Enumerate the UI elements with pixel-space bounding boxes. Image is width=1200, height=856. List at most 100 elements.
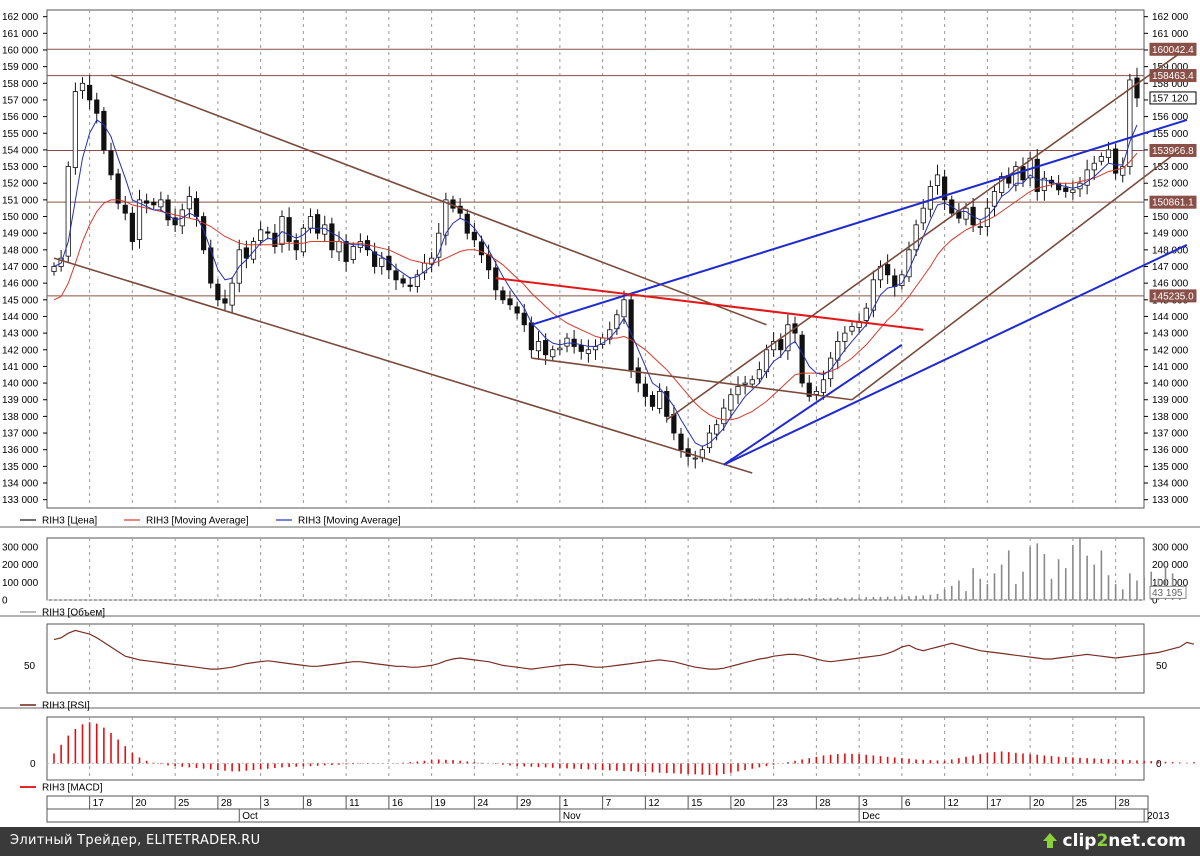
- price-y-tick-label-right: 136 000: [1152, 445, 1189, 456]
- candle-body: [1063, 187, 1069, 192]
- legend-label: RIH3 [Moving Average]: [146, 516, 249, 527]
- x-axis-month-label: 2013: [1147, 811, 1170, 822]
- level-label: 150861.1: [1152, 198, 1194, 209]
- candle-body: [201, 216, 207, 251]
- candle-body: [464, 213, 470, 234]
- price-y-tick-label-left: 137 000: [2, 429, 39, 440]
- candle-body: [400, 278, 406, 284]
- price-y-tick-label-left: 157 000: [2, 95, 39, 106]
- candle-body: [828, 357, 834, 380]
- level-label-box: [1149, 195, 1197, 209]
- candle-body: [1098, 156, 1104, 162]
- legend-label: RIH3 [Цена]: [42, 516, 97, 527]
- price-y-tick-label-right: 142 000: [1152, 345, 1189, 356]
- candle-body: [742, 382, 748, 385]
- price-y-tick-label-left: 151 000: [2, 195, 39, 206]
- price-y-tick-label-left: 159 000: [2, 62, 39, 73]
- x-axis-day-label: 7: [606, 798, 612, 809]
- volume-y-tick-label-left: 200 000: [2, 560, 39, 571]
- candle-body: [535, 341, 542, 352]
- level-label-box: [1149, 69, 1197, 83]
- candle-body: [1113, 148, 1119, 174]
- candle-body: [942, 176, 948, 201]
- candle-body: [1041, 177, 1047, 191]
- candle-body: [927, 186, 933, 210]
- price-y-tick-label-left: 154 000: [2, 145, 39, 156]
- candle-body: [151, 201, 157, 206]
- price-y-tick-label-right: 143 000: [1152, 329, 1189, 340]
- candle-body: [778, 339, 784, 351]
- candle-body: [307, 216, 314, 229]
- price-y-tick-label-left: 148 000: [2, 245, 39, 256]
- candle-body: [115, 173, 121, 204]
- level-label-box: [1149, 289, 1197, 303]
- volume-y-tick-label-left: 100 000: [2, 578, 39, 589]
- x-axis-day-label: 25: [1076, 798, 1088, 809]
- candle-body: [436, 232, 442, 258]
- candle-body: [607, 329, 613, 340]
- price-y-tick-label-left: 161 000: [2, 29, 39, 40]
- x-axis-day-label: 20: [734, 798, 746, 809]
- candle-body: [813, 391, 819, 395]
- candle-body: [215, 283, 221, 301]
- candle-body: [1134, 77, 1140, 99]
- candle-body: [443, 199, 449, 236]
- price-y-tick-label-right: 141 000: [1152, 362, 1189, 373]
- price-y-tick-label-right: 139 000: [1152, 395, 1189, 406]
- level-label: 158463.4: [1152, 71, 1194, 82]
- candle-body: [79, 82, 86, 92]
- x-axis-day-label: 3: [264, 798, 270, 809]
- price-y-tick-label-right: 135 000: [1152, 462, 1189, 473]
- ma-fast-line: [53, 119, 1138, 447]
- price-y-tick-label-right: 159 000: [1152, 62, 1189, 73]
- trendline-lower-down-channel: [53, 257, 753, 474]
- candle-body: [258, 229, 264, 241]
- x-axis-day-label: 24: [477, 798, 489, 809]
- candle-body: [963, 207, 969, 220]
- candle-body: [478, 241, 485, 256]
- rsi-panel-frame: [46, 623, 1145, 694]
- rsi-line: [53, 629, 1195, 670]
- candle-body: [820, 379, 827, 393]
- candle-body: [379, 257, 385, 267]
- candle-body: [336, 241, 342, 253]
- candle-body: [728, 394, 734, 411]
- trendline-blue-upper: [531, 118, 1188, 326]
- candle-body: [229, 282, 235, 306]
- candle-body: [528, 322, 534, 351]
- candle-body: [1013, 166, 1019, 186]
- x-axis-day-label: 8: [306, 798, 312, 809]
- price-y-tick-label-left: 136 000: [2, 445, 39, 456]
- candle-body: [315, 214, 321, 234]
- candle-body: [65, 166, 71, 257]
- price-y-tick-label-right: 140 000: [1152, 379, 1189, 390]
- price-y-tick-label-left: 134 000: [2, 479, 39, 490]
- candle-body: [1091, 162, 1097, 171]
- candle-body: [293, 240, 299, 251]
- candle-body: [1127, 79, 1133, 167]
- candle-body: [564, 337, 570, 347]
- macd-y-tick-label-left: 0: [30, 759, 36, 770]
- price-y-tick-label-left: 144 000: [2, 312, 39, 323]
- candle-body: [279, 216, 285, 245]
- trendline-red-resistance: [495, 277, 924, 331]
- volume-last-label: 43 195: [1152, 588, 1183, 599]
- candle-body: [756, 369, 762, 380]
- price-y-tick-label-right: 150 000: [1152, 212, 1189, 223]
- price-y-tick-label-left: 156 000: [2, 112, 39, 123]
- candle-body: [158, 199, 164, 208]
- candle-body: [749, 379, 755, 385]
- candle-body: [265, 231, 271, 234]
- price-y-tick-label-right: 156 000: [1152, 112, 1189, 123]
- candle-body: [1120, 166, 1126, 176]
- candle-body: [977, 226, 983, 228]
- x-axis-day-label: 28: [221, 798, 233, 809]
- x-axis-day-label: 17: [93, 798, 105, 809]
- x-axis-day-label: 17: [990, 798, 1002, 809]
- macd-y-tick-label-right: 0: [1156, 759, 1162, 770]
- x-axis-day-label: 19: [435, 798, 447, 809]
- candle-body: [250, 241, 257, 260]
- candle-body: [286, 217, 292, 242]
- price-y-tick-label-right: 146 000: [1152, 279, 1189, 290]
- trendline-red-support: [531, 357, 853, 401]
